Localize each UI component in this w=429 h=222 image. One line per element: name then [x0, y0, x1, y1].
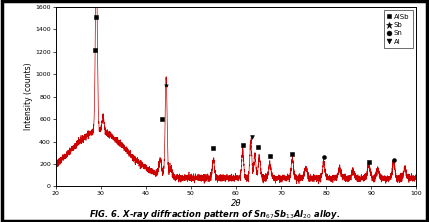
Legend: AlSb, Sb, Sn, Al: AlSb, Sb, Sn, Al — [384, 10, 413, 48]
Y-axis label: Intensity (counts): Intensity (counts) — [24, 63, 33, 130]
Text: FIG. 6. X-ray diffraction pattern of Sn$_{67}$Sb$_{13}$Al$_{20}$ alloy.: FIG. 6. X-ray diffraction pattern of Sn$… — [89, 208, 340, 221]
X-axis label: 2θ: 2θ — [231, 199, 241, 208]
